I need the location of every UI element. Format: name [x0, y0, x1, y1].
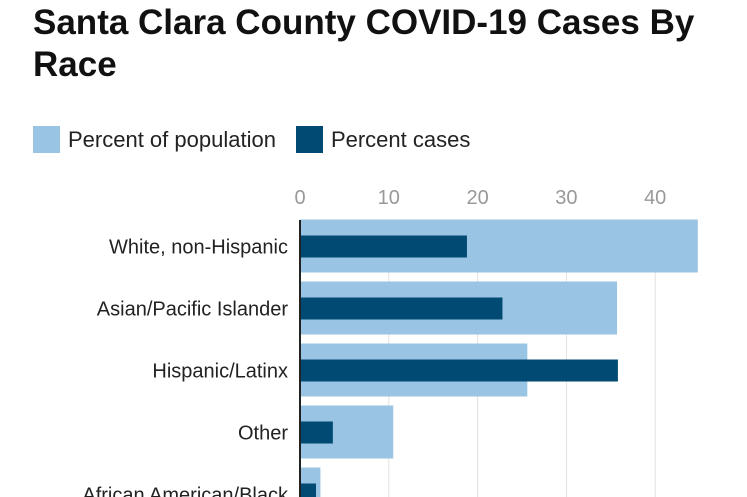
legend-swatch-cases — [295, 126, 323, 153]
bar-cases — [300, 359, 618, 382]
x-tick-label: 0 — [294, 187, 305, 209]
x-tick-label: 40 — [644, 187, 666, 209]
x-tick-label: 30 — [555, 187, 577, 209]
legend-label-cases: Percent cases — [330, 126, 471, 152]
bar-cases — [300, 483, 316, 497]
chart-title: Santa Clara County COVID-19 Cases By Rac… — [33, 3, 695, 84]
x-tick-label: 20 — [466, 187, 488, 209]
category-label: Asian/Pacific Islander — [97, 299, 289, 321]
category-label: African American/Black — [82, 485, 289, 497]
bar-cases — [300, 235, 467, 258]
legend-item-population: Percent of population — [33, 126, 276, 153]
category-label: White, non-Hispanic — [109, 237, 288, 259]
legend: Percent of population Percent cases — [33, 126, 490, 153]
legend-item-cases: Percent cases — [295, 126, 471, 153]
bar-cases — [300, 297, 503, 320]
bar-cases — [300, 421, 333, 444]
x-tick-label: 10 — [378, 187, 400, 209]
legend-label-population: Percent of population — [68, 126, 276, 152]
category-label: Hispanic/Latinx — [152, 361, 288, 383]
category-label: Other — [238, 423, 288, 445]
legend-swatch-population — [33, 126, 60, 153]
